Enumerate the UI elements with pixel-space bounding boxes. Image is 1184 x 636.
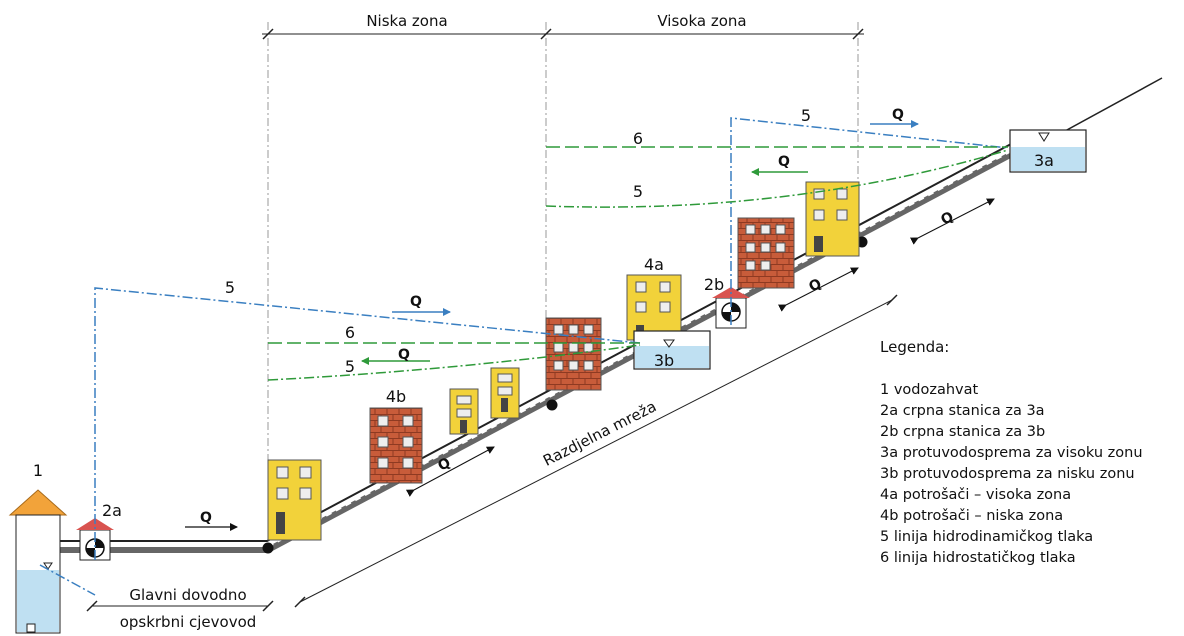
main-pipe-dimension: Glavni dovodno opskrbni cjevovod [86, 586, 274, 631]
line-label-5: 5 [633, 182, 643, 201]
dynamic-curve-low [267, 344, 641, 381]
line-label-5: 5 [801, 106, 811, 125]
pipeline [27, 143, 1015, 625]
building-yellow: 4a [626, 255, 682, 341]
building-brick [737, 217, 795, 289]
zone-label-high: Visoka zona [657, 12, 746, 30]
line-label-6: 6 [633, 129, 643, 148]
flow-label: Q [806, 276, 824, 296]
line-label-6: 6 [345, 323, 355, 342]
building-yellow [267, 459, 322, 541]
legend-item: 4a potrošači – visoka zona [880, 487, 1071, 503]
consumers-4b-label: 4b [386, 387, 406, 406]
legend-item: 4b potrošači – niska zona [880, 508, 1063, 524]
pump-2b-label: 2b [704, 275, 724, 294]
pump-2a-label: 2a [102, 501, 122, 520]
main-pipe-label-1: Glavni dovodno [129, 586, 246, 604]
legend-item: 6 linija hidrostatičkog tlaka [880, 550, 1076, 566]
legend-item: 1 vodozahvat [880, 382, 979, 398]
main-pipe-label-2: opskrbni cjevovod [120, 613, 257, 631]
legend-item: 2b crpna stanica za 3b [880, 424, 1045, 440]
pipe-node [546, 399, 558, 411]
legend: Legenda: 1 vodozahvat 2a crpna stanica z… [880, 338, 1143, 566]
dynamic-curve-high [545, 149, 1009, 208]
network-label: Razdjelna mreža [540, 397, 659, 470]
flow-label: Q [778, 154, 790, 170]
building-yellow [490, 367, 520, 419]
flow-arrows: Q Q Q Q Q Q Q Q [185, 107, 995, 531]
legend-title: Legenda: [880, 338, 949, 356]
zone-dimensions: Niska zona Visoka zona [262, 12, 864, 545]
reservoir-3b-label: 3b [654, 351, 674, 370]
flow-label: Q [200, 510, 212, 526]
water-intake: 1 [8, 461, 68, 634]
line-label-5: 5 [345, 357, 355, 376]
pipe-node [262, 542, 274, 554]
legend-item: 3b protuvodosprema za nisku zonu [880, 466, 1135, 482]
pressure-lines: 5 6 5 5 6 5 [39, 106, 1009, 596]
consumers-4a-label: 4a [644, 255, 664, 274]
legend-item: 5 linija hidrodinamičkog tlaka [880, 529, 1093, 545]
building-yellow [449, 388, 479, 435]
legend-item: 3a protuvodosprema za visoku zonu [880, 445, 1143, 461]
dynamic-line-high [730, 117, 1009, 325]
flow-label: Q [938, 209, 956, 229]
zone-label-low: Niska zona [366, 12, 447, 30]
dynamic-line-low [39, 287, 641, 596]
flow-label: Q [398, 347, 410, 363]
line-label-5: 5 [225, 278, 235, 297]
building-brick: 4b [369, 387, 423, 484]
flow-label: Q [892, 107, 904, 123]
reservoir-3b: 3b [633, 330, 711, 370]
reservoir-3a-label: 3a [1034, 151, 1054, 170]
reservoir-3a: 3a [1009, 129, 1087, 173]
flow-label: Q [410, 294, 422, 310]
intake-label: 1 [33, 461, 43, 480]
building-yellow [805, 181, 860, 257]
legend-item: 2a crpna stanica za 3a [880, 403, 1045, 419]
